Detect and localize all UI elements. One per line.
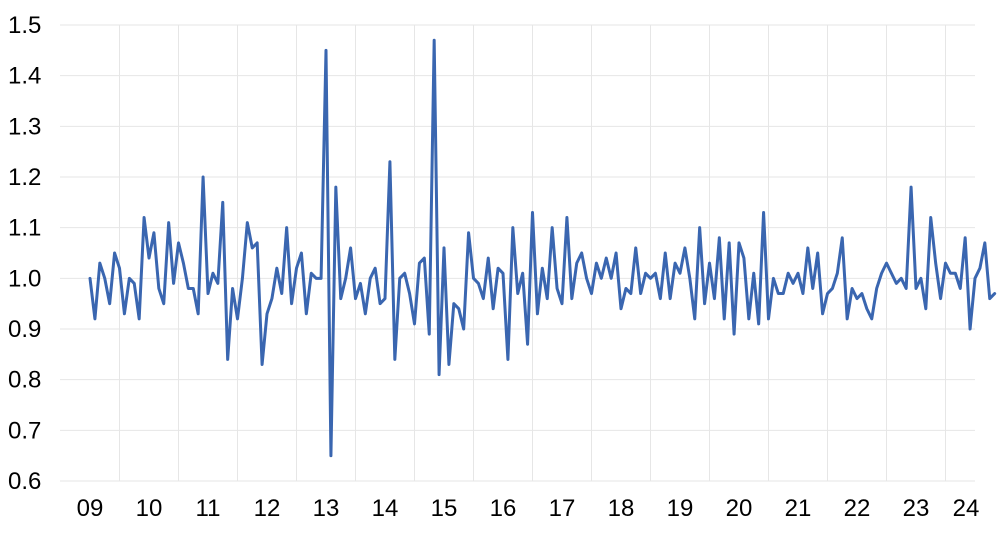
series-line [88, 38, 997, 458]
y-axis: 0.6 0.7 0.8 0.9 1.0 1.1 1.2 1.3 1.4 1.5 [8, 12, 41, 495]
x-tick-label: 21 [785, 495, 812, 522]
x-tick-label: 14 [372, 495, 399, 522]
x-tick-label: 13 [313, 495, 340, 522]
x-tick-label: 20 [726, 495, 753, 522]
x-tick-label: 11 [196, 495, 221, 522]
y-tick-label: 1.5 [8, 12, 41, 39]
x-tick-label: 12 [254, 495, 281, 522]
y-tick-label: 0.9 [8, 316, 41, 343]
x-tick-label: 23 [903, 495, 930, 522]
y-tick-label: 1.1 [8, 215, 41, 242]
x-tick-label: 15 [431, 495, 458, 522]
y-tick-label: 0.7 [8, 417, 41, 444]
x-axis: 09 10 11 12 13 14 15 16 17 18 19 20 21 22 23 24 [77, 495, 980, 522]
x-tick-label: 19 [667, 495, 694, 522]
y-tick-label: 1.3 [8, 113, 41, 140]
y-tick-label: 0.8 [8, 367, 41, 394]
series-layer [88, 38, 997, 458]
x-tick-label: 16 [490, 495, 517, 522]
x-tick-label: 22 [844, 495, 871, 522]
vertical-gridlines [119, 25, 946, 481]
x-tick-label: 24 [953, 495, 980, 522]
horizontal-gridlines [60, 24, 975, 482]
y-tick-label: 1.2 [8, 164, 41, 191]
x-tick-label: 10 [136, 495, 163, 522]
y-tick-label: 0.6 [8, 468, 41, 495]
x-tick-label: 18 [608, 495, 635, 522]
x-tick-label: 09 [77, 495, 104, 522]
x-tick-label: 17 [549, 495, 576, 522]
y-tick-label: 1.0 [8, 265, 41, 292]
y-tick-label: 1.4 [8, 63, 41, 90]
